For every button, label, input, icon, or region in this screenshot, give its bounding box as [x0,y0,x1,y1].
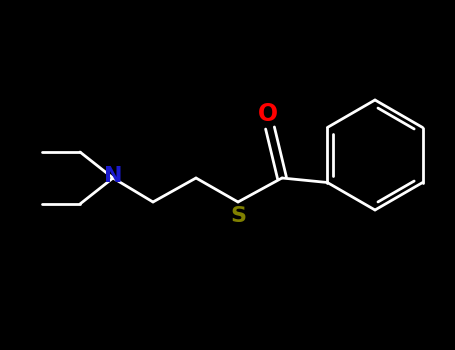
Text: N: N [104,166,122,186]
Text: O: O [258,102,278,126]
Text: S: S [230,206,246,226]
